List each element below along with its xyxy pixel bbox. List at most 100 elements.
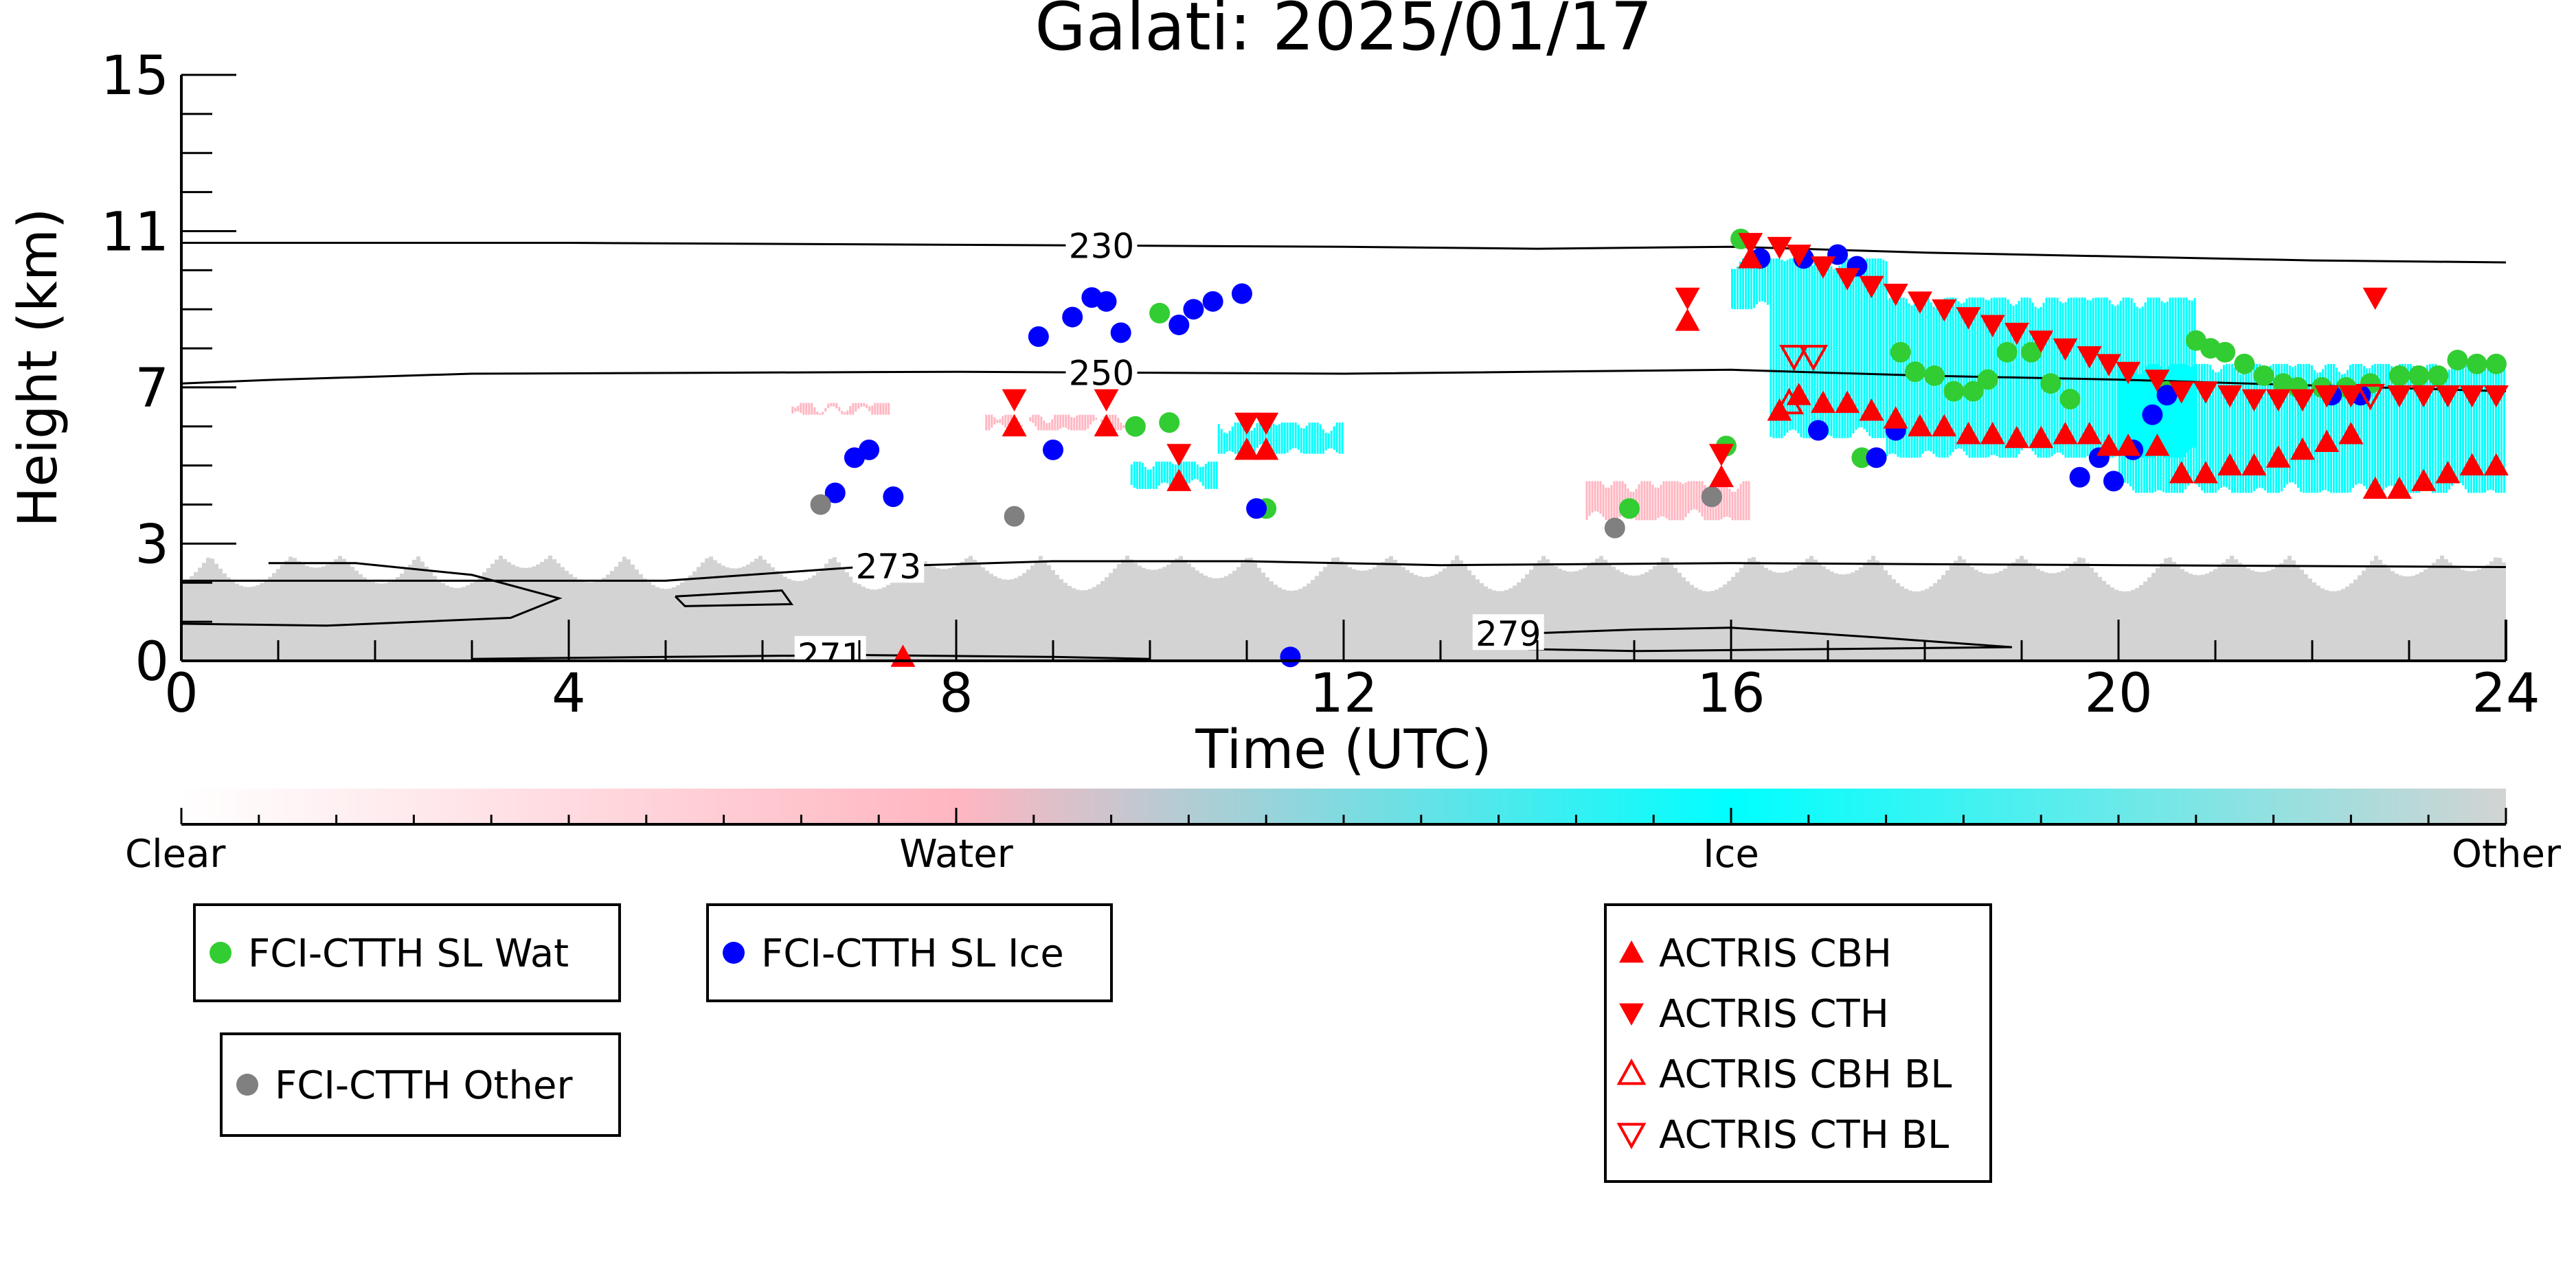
phase-cell-other — [2246, 568, 2250, 661]
legend-label: ACTRIS CTH — [1659, 992, 1889, 1037]
phase-cell-other — [1381, 561, 1385, 661]
phase-cell-ice — [1338, 422, 1341, 454]
phase-cell-other — [659, 588, 664, 661]
phase-cell-other — [1216, 578, 1220, 661]
phase-cell-other — [2411, 576, 2415, 661]
phase-cell-ice — [1166, 461, 1168, 484]
x-tick-label: 4 — [552, 663, 586, 725]
phase-cell-ice — [1146, 469, 1149, 489]
phase-cell-other — [1756, 561, 1760, 661]
phase-cell-other — [2160, 563, 2164, 661]
phase-cell-other — [2222, 563, 2226, 661]
phase-cell-ice — [1300, 428, 1302, 453]
phase-cell-other — [1393, 559, 1397, 661]
phase-cell-other — [1282, 589, 1286, 661]
phase-cell-other — [511, 565, 515, 661]
phase-cell-ice — [2141, 306, 2144, 458]
phase-cell-water — [835, 403, 838, 409]
phase-cell-other — [2135, 587, 2139, 661]
phase-cell-ice — [2138, 374, 2140, 493]
phase-cell-water — [1684, 482, 1687, 517]
data-point — [2266, 445, 2291, 468]
phase-cell-other — [2151, 573, 2156, 661]
phase-cell-other — [264, 580, 268, 661]
phase-cell-other — [1100, 580, 1105, 661]
x-tick-label: 12 — [1309, 663, 1377, 725]
phase-cell-other — [1311, 580, 1315, 661]
phase-cell-water — [1698, 481, 1701, 513]
phase-cell-ice — [2157, 363, 2159, 490]
phase-cell-ice — [2187, 365, 2189, 486]
phase-cell-other — [2287, 556, 2292, 661]
phase-cell-ice — [1223, 432, 1225, 454]
phase-cell-other — [2073, 561, 2077, 661]
phase-cell-other — [2255, 572, 2259, 661]
phase-cell-other — [2448, 562, 2452, 661]
phase-cell-ice — [2360, 363, 2362, 484]
phase-cell-other — [1925, 589, 1929, 661]
phase-cell-water — [1621, 481, 1624, 515]
phase-cell-ice — [2396, 365, 2398, 491]
data-point — [2362, 476, 2388, 499]
phase-cell-other — [1554, 566, 1558, 661]
legend-marker — [236, 1074, 258, 1096]
phase-cell-water — [879, 403, 882, 415]
phase-cell-ice — [2226, 363, 2228, 488]
phase-cell-other — [354, 570, 359, 661]
phase-cell-water — [822, 411, 824, 415]
phase-cell-water — [991, 414, 993, 428]
data-point — [1159, 412, 1180, 433]
phase-cell-other — [1607, 563, 1612, 661]
phase-cell-water — [1043, 420, 1046, 431]
phase-colorbar: Clear Water Ice Other — [125, 789, 2562, 877]
phase-cell-other — [256, 585, 260, 661]
phase-cell-other — [1253, 563, 1257, 661]
phase-cell-other — [1809, 556, 1814, 661]
phase-cell-other — [1669, 563, 1673, 661]
phase-cell-other — [466, 585, 470, 661]
phase-cell-water — [1607, 487, 1610, 521]
phase-cell-ice — [2029, 297, 2031, 449]
phase-cell-ice — [2415, 370, 2417, 493]
phase-cell-ice — [1308, 422, 1311, 454]
phase-cell-other — [1966, 563, 1970, 661]
phase-cell-other — [375, 583, 379, 661]
phase-cell-other — [2345, 586, 2349, 661]
phase-cell-ice — [2212, 370, 2214, 493]
phase-cell-other — [1661, 557, 1665, 661]
data-point — [1807, 420, 1829, 441]
phase-cell-ice — [1844, 258, 1846, 438]
phase-cell-ice — [2355, 363, 2357, 485]
phase-cell-water — [1087, 414, 1089, 429]
phase-cell-other — [750, 561, 754, 661]
phase-cell-other — [309, 567, 313, 661]
phase-cell-ice — [1946, 297, 1949, 458]
phase-cell-other — [927, 564, 931, 661]
phase-cell-other — [1138, 565, 1142, 661]
phase-cell-other — [544, 558, 548, 661]
phase-cell-other — [845, 572, 849, 661]
legend-frame — [220, 1032, 621, 1137]
phase-cell-other — [1146, 569, 1150, 661]
phase-cell-other — [1039, 556, 1043, 661]
phase-cell-water — [1594, 481, 1596, 512]
phase-cell-water — [868, 406, 871, 411]
phase-cell-other — [890, 582, 894, 661]
phase-cell-other — [2320, 588, 2325, 661]
phase-cell-other — [1814, 559, 1818, 661]
phase-cell-other — [1727, 580, 1731, 661]
phase-cell-ice — [2092, 297, 2094, 452]
phase-cell-ice — [1297, 425, 1300, 450]
phase-cell-other — [1879, 565, 1884, 661]
phase-cell-other — [2057, 572, 2061, 661]
phase-cell-water — [816, 411, 819, 415]
data-point — [1280, 646, 1301, 668]
phase-cell-other — [680, 582, 684, 661]
phase-cell-other — [218, 568, 223, 661]
data-point — [2362, 287, 2388, 310]
phase-cell-other — [598, 580, 602, 661]
phase-cell-water — [1596, 481, 1599, 512]
phase-cell-ice — [2154, 363, 2156, 492]
phase-cell-water — [1676, 481, 1679, 521]
phase-cell-ice — [2369, 368, 2371, 493]
